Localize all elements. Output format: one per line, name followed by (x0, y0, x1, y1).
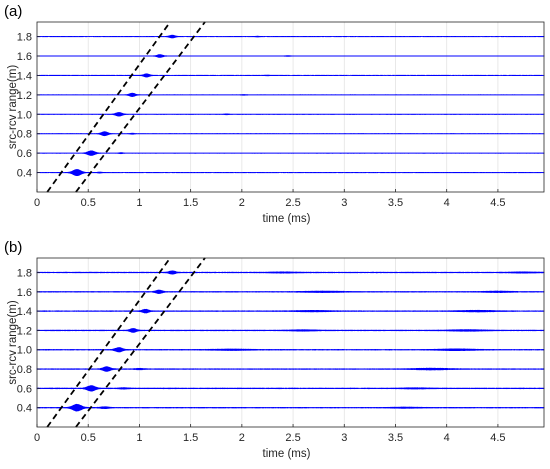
y-tick-label: 1.6 (17, 51, 32, 63)
y-tick-label: 1.2 (17, 325, 32, 337)
y-tick-label: 0.4 (17, 168, 32, 180)
trace-0-8 (36, 131, 545, 137)
trace-1-2 (36, 328, 545, 333)
trace-1-8 (36, 270, 545, 275)
x-tick-label: 4.5 (490, 197, 505, 209)
x-tick-label: 4 (444, 197, 450, 209)
traces-a (36, 34, 545, 177)
y-tick-label: 1.8 (17, 267, 32, 279)
panel-a: (a) 0 0.5 1 1.5 2 2.5 3 3.5 4 4.5 0.4 0.6 0.8 1.0 1.2… (4, 3, 545, 225)
panel-label-b: (b) (4, 239, 22, 256)
y-tick-label: 1.0 (17, 345, 32, 357)
x-tick-label: 0.5 (81, 432, 96, 444)
grid-b (36, 258, 499, 427)
y-axis-label-b: src-rcv range(m) (7, 300, 19, 385)
y-tick-label: 0.8 (17, 364, 32, 376)
x-tick-label: 2.5 (285, 197, 300, 209)
y-tick-label: 1.0 (17, 109, 32, 121)
x-axis-label-b: time (ms) (263, 448, 311, 460)
trace-1-4 (36, 73, 545, 78)
trace-0-4 (36, 403, 545, 412)
guide-line (75, 257, 206, 428)
x-tick-label: 0.5 (81, 197, 96, 209)
y-tick-label: 0.6 (17, 383, 32, 395)
trace-1-2 (36, 92, 545, 97)
trace-0-6 (36, 150, 545, 156)
x-tick-label: 1 (136, 197, 142, 209)
x-tick-label: 4.5 (490, 432, 505, 444)
y-tick-label: 0.8 (17, 129, 32, 141)
x-ticks-a: 0 0.5 1 1.5 2 2.5 3 3.5 4 4.5 (34, 189, 506, 209)
x-tick-label: 0 (34, 197, 40, 209)
x-tick-label: 3 (341, 432, 347, 444)
x-tick-label: 4 (444, 432, 450, 444)
x-tick-label: 1.5 (183, 432, 198, 444)
y-tick-label: 1.4 (17, 70, 32, 82)
trace-0-4 (36, 169, 545, 177)
y-axis-label-a: src-rcv range(m) (7, 65, 19, 150)
panel-label-a: (a) (4, 3, 22, 20)
guide-line (46, 257, 171, 428)
y-tick-label: 1.2 (17, 90, 32, 102)
y-tick-label: 0.6 (17, 148, 32, 160)
grid-a (36, 22, 499, 192)
x-tick-label: 2 (239, 432, 245, 444)
x-tick-label: 1 (136, 432, 142, 444)
trace-1-8 (36, 34, 545, 39)
trace-1 (36, 112, 545, 117)
plot-frame-b (36, 257, 545, 428)
trace-1-6 (36, 289, 545, 294)
y-tick-label: 1.4 (17, 306, 32, 318)
x-tick-label: 2.5 (285, 432, 300, 444)
y-tick-label: 1.8 (17, 32, 32, 44)
traces-b (36, 270, 545, 412)
x-axis-label-a: time (ms) (263, 213, 311, 225)
guide-lines-a (46, 21, 206, 193)
y-ticks-a: 0.4 0.6 0.8 1.0 1.2 1.4 1.6 1.8 (17, 32, 40, 180)
guide-line (46, 21, 171, 193)
x-tick-label: 1.5 (183, 197, 198, 209)
x-tick-label: 3 (341, 197, 347, 209)
panel-b: (b) 0 0.5 1 1.5 2 2.5 3 3.5 4 4.5 0.4 0.6 0.8 1.0 1.2… (4, 239, 545, 460)
trace-1 (36, 347, 545, 353)
trace-0-6 (36, 385, 545, 392)
y-tick-label: 1.6 (17, 287, 32, 299)
y-ticks-b: 0.4 0.6 0.8 1.0 1.2 1.4 1.6 1.8 (17, 267, 40, 415)
x-tick-label: 3.5 (388, 197, 403, 209)
plot-frame-a (36, 21, 545, 193)
x-tick-label: 2 (239, 197, 245, 209)
guide-line (75, 21, 206, 193)
x-ticks-b: 0 0.5 1 1.5 2 2.5 3 3.5 4 4.5 (34, 424, 506, 444)
guide-lines-b (46, 257, 206, 428)
x-tick-label: 0 (34, 432, 40, 444)
x-tick-label: 3.5 (388, 432, 403, 444)
trace-1-6 (36, 54, 545, 58)
trace-1-4 (36, 308, 545, 314)
y-tick-label: 0.4 (17, 403, 32, 415)
trace-0-8 (36, 366, 545, 372)
